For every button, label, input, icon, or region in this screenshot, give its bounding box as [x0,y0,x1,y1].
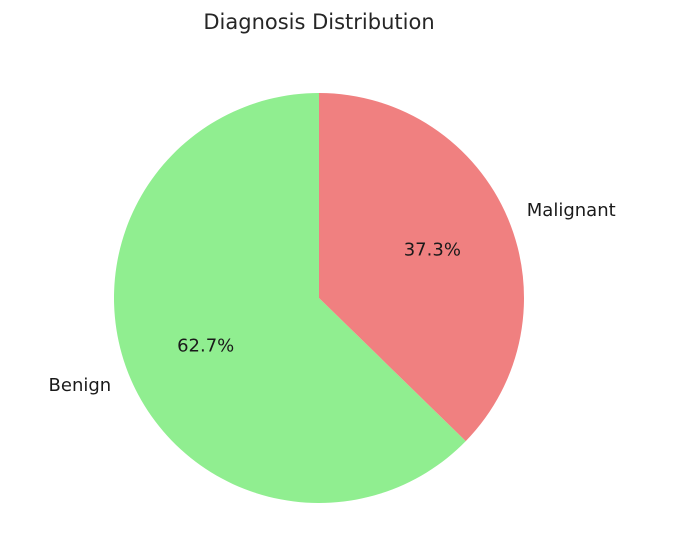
pie-slice-malignant [319,93,524,442]
pie-labels: 62.7% Benign 37.3% Malignant [49,200,616,396]
pie-slices [113,93,524,503]
pct-label-benign: 62.7% [177,335,234,356]
pie-slice-benign [113,93,466,503]
category-label-malignant: Malignant [527,200,616,221]
chart-title: Diagnosis Distribution [203,10,434,34]
pct-label-malignant: 37.3% [404,240,461,261]
category-label-benign: Benign [49,375,112,396]
